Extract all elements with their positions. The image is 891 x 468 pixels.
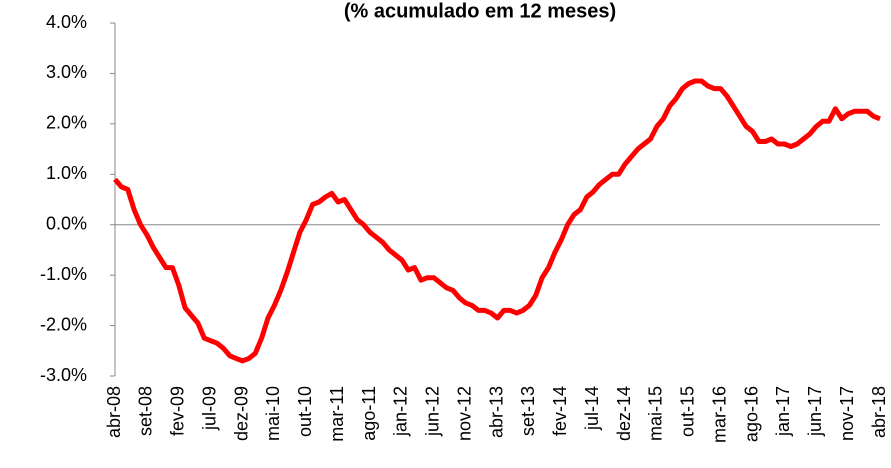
x-tick-label: jun-12 — [423, 386, 443, 437]
x-tick-label: ago-11 — [359, 386, 379, 441]
y-tick-label: 3.0% — [46, 62, 87, 82]
y-tick-label: 2.0% — [46, 113, 87, 133]
x-tick-label: out-15 — [678, 386, 698, 437]
x-tick-label: nov-12 — [454, 386, 474, 441]
y-tick-label: 0.0% — [46, 213, 87, 233]
chart-title: (% acumulado em 12 meses) — [344, 0, 616, 22]
x-tick-label: out-10 — [295, 386, 315, 437]
x-tick-label: dez-09 — [231, 386, 251, 441]
x-tick-label: nov-17 — [837, 386, 857, 441]
x-tick-label: ago-16 — [741, 386, 761, 442]
x-tick-label: dez-14 — [614, 386, 634, 441]
x-tick-label: jul-14 — [582, 386, 602, 431]
x-tick-label: mai-10 — [263, 386, 283, 441]
x-tick-label: set-08 — [136, 386, 156, 436]
x-tick-label: jul-09 — [199, 386, 219, 431]
x-tick-label: mar-11 — [327, 386, 347, 442]
x-tick-label: fev-09 — [168, 386, 188, 436]
x-tick-label: mai-15 — [646, 386, 666, 441]
y-tick-label: 4.0% — [46, 12, 87, 32]
y-tick-label: 1.0% — [46, 163, 87, 183]
x-tick-label: fev-14 — [550, 386, 570, 436]
x-tick-label: jan-12 — [391, 386, 411, 437]
x-tick-label: abr-13 — [486, 386, 506, 438]
y-tick-label: -2.0% — [40, 314, 87, 334]
y-tick-label: -3.0% — [40, 365, 87, 385]
x-tick-label: abr-18 — [869, 386, 889, 438]
line — [113, 78, 881, 364]
x-tick-label: jan-17 — [773, 386, 793, 437]
y-tick-label: -1.0% — [40, 264, 87, 284]
x-tick-label: abr-08 — [104, 386, 124, 438]
x-tick-label: jun-17 — [805, 386, 825, 437]
x-tick-label: set-13 — [518, 386, 538, 436]
x-tick-label: mar-16 — [709, 386, 729, 443]
